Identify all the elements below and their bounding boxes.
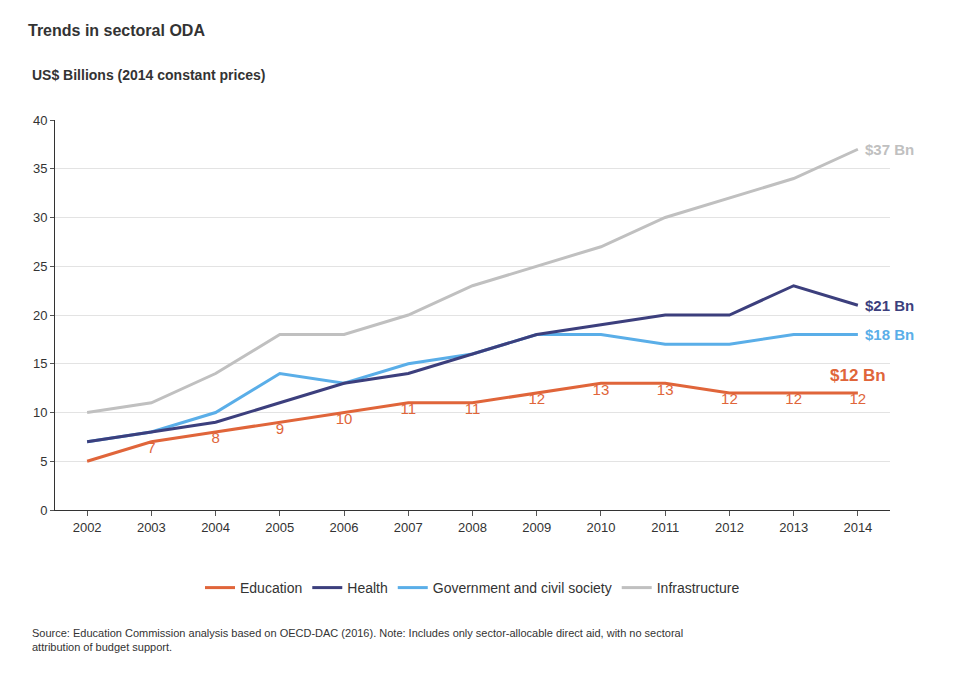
svg-text:2011: 2011 <box>651 520 679 535</box>
svg-text:$18 Bn: $18 Bn <box>865 326 914 343</box>
svg-text:11: 11 <box>400 400 416 417</box>
svg-text:20: 20 <box>33 308 47 323</box>
svg-text:2004: 2004 <box>201 520 230 535</box>
svg-text:0: 0 <box>40 503 47 518</box>
svg-text:2005: 2005 <box>265 520 294 535</box>
svg-text:Government and civil society: Government and civil society <box>433 580 612 596</box>
svg-text:2003: 2003 <box>137 520 166 535</box>
svg-text:2013: 2013 <box>779 520 808 535</box>
svg-text:5: 5 <box>40 454 47 469</box>
svg-text:40: 40 <box>33 113 47 128</box>
svg-text:9: 9 <box>276 420 284 437</box>
svg-text:12: 12 <box>528 390 545 407</box>
svg-text:25: 25 <box>33 259 47 274</box>
svg-text:Education: Education <box>240 580 302 596</box>
svg-text:10: 10 <box>336 410 353 427</box>
svg-text:12: 12 <box>850 390 867 407</box>
svg-text:13: 13 <box>657 381 674 398</box>
svg-text:2010: 2010 <box>586 520 615 535</box>
svg-text:2012: 2012 <box>715 520 744 535</box>
svg-text:2014: 2014 <box>843 520 872 535</box>
svg-text:$37 Bn: $37 Bn <box>865 141 914 158</box>
svg-text:12: 12 <box>785 390 802 407</box>
svg-text:35: 35 <box>33 161 47 176</box>
svg-text:$12 Bn: $12 Bn <box>830 366 886 385</box>
svg-text:$21 Bn: $21 Bn <box>865 297 914 314</box>
svg-text:Source: Education Commission a: Source: Education Commission analysis ba… <box>32 627 683 653</box>
svg-text:Health: Health <box>347 580 387 596</box>
svg-text:12: 12 <box>721 390 738 407</box>
svg-text:8: 8 <box>211 429 219 446</box>
svg-text:11: 11 <box>465 400 481 417</box>
svg-text:Infrastructure: Infrastructure <box>657 580 740 596</box>
svg-text:2006: 2006 <box>330 520 359 535</box>
svg-text:30: 30 <box>33 210 47 225</box>
svg-text:10: 10 <box>33 405 47 420</box>
svg-text:Trends in sectoral ODA: Trends in sectoral ODA <box>28 22 205 39</box>
svg-text:2007: 2007 <box>394 520 423 535</box>
svg-text:2008: 2008 <box>458 520 487 535</box>
svg-text:7: 7 <box>147 439 155 456</box>
svg-text:15: 15 <box>33 356 47 371</box>
svg-text:2002: 2002 <box>73 520 102 535</box>
svg-text:US$ Billions (2014 constant pr: US$ Billions (2014 constant prices) <box>32 67 265 83</box>
svg-text:13: 13 <box>593 381 610 398</box>
svg-text:2009: 2009 <box>522 520 551 535</box>
